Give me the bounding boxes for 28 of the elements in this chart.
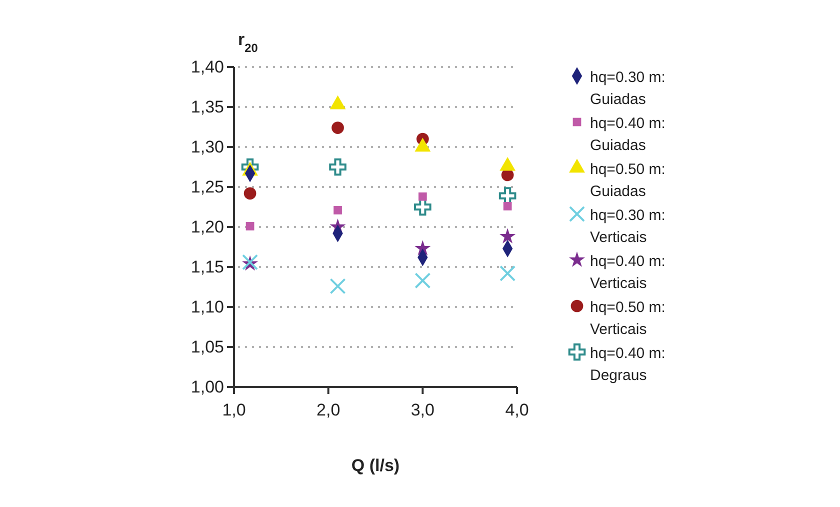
y-tick-label: 1,35 [190,97,224,116]
y-tick-label: 1,20 [190,217,224,236]
point [244,187,256,200]
x-tick-label: 1,0 [222,400,246,420]
y-tick-label: 1,15 [190,257,224,276]
legend-label: hq=0.40 m: Degraus [590,345,666,384]
y-tick-label: 1,25 [190,177,224,196]
y-tick-label: 1,30 [190,137,224,156]
point [498,187,516,204]
point [418,192,427,201]
point [500,265,516,282]
y-tick-label: 1,05 [190,337,224,356]
point [246,222,254,230]
x-tick-label: 3,0 [410,400,434,420]
x-tick-label: 2,0 [316,400,340,420]
point [414,272,431,289]
y-tick-label: 1,10 [190,297,224,316]
y-tick-label: 1,40 [190,57,224,76]
point [330,278,346,294]
y-tick-label: 1,00 [190,377,224,396]
point [329,158,346,176]
point [503,202,512,210]
x-axis-title: Q (l/s) [351,456,400,475]
point [500,228,516,244]
y-axis-title: r$_{20}$ [238,30,258,55]
point [334,206,342,214]
x-tick-label: 4,0 [505,400,529,420]
point [332,122,344,134]
